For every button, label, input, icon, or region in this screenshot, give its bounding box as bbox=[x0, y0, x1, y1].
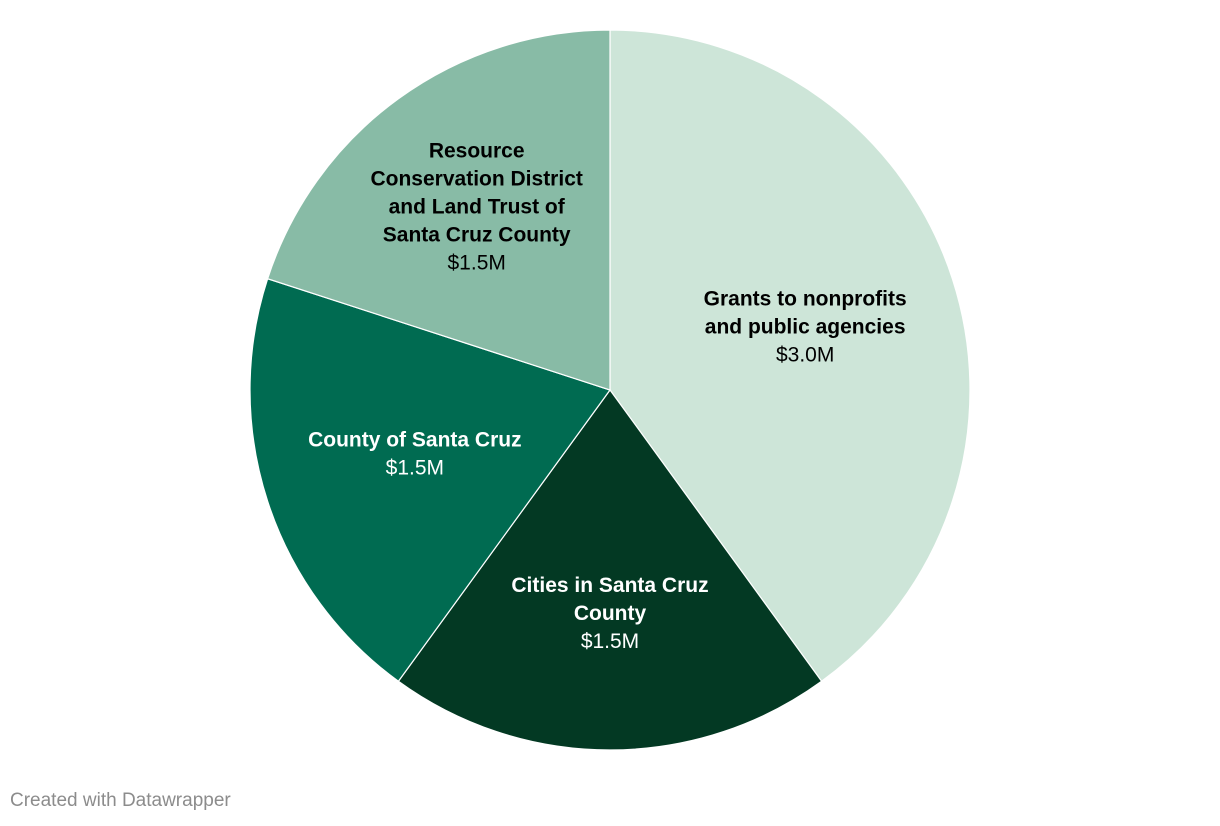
pie-slice-0[interactable] bbox=[609, 29, 971, 683]
slice-label-name-line: County of Santa Cruz bbox=[308, 428, 522, 451]
slice-value-label: $1.5M bbox=[386, 456, 444, 479]
pie-slice-1[interactable] bbox=[397, 388, 823, 751]
slice-label-name-line: Resource bbox=[429, 140, 525, 163]
pie-slices bbox=[249, 29, 971, 751]
pie-slice-3[interactable] bbox=[266, 29, 611, 391]
datawrapper-credit[interactable]: Created with Datawrapper bbox=[10, 790, 231, 811]
pie-slice-2[interactable] bbox=[249, 277, 611, 683]
slice-label-2: County of Santa Cruz $1.5M bbox=[308, 428, 522, 479]
slice-label-name-line: and Land Trust of bbox=[389, 196, 566, 219]
slice-label-name-line: Santa Cruz County bbox=[383, 224, 571, 247]
slice-value-label: $3.0M bbox=[776, 344, 834, 367]
slice-label-1: Cities in Santa Cruz County $1.5M bbox=[511, 574, 708, 653]
slice-label-3: Resource Conservation District and Land Tr… bbox=[370, 140, 582, 275]
slice-label-name-line: Grants to nonprofits bbox=[704, 288, 907, 311]
slice-label-name-line: Conservation District bbox=[370, 168, 582, 191]
slice-label-0: Grants to nonprofits and public agencies $… bbox=[704, 288, 907, 367]
pie-labels: Grants to nonprofits and public agencies $… bbox=[308, 140, 907, 654]
slice-value-label: $1.5M bbox=[581, 630, 639, 653]
slice-label-name-line: County bbox=[574, 602, 647, 625]
slice-label-name-line: and public agencies bbox=[705, 316, 906, 339]
slice-value-label: $1.5M bbox=[448, 252, 506, 275]
slice-label-name-line: Cities in Santa Cruz bbox=[511, 574, 708, 597]
